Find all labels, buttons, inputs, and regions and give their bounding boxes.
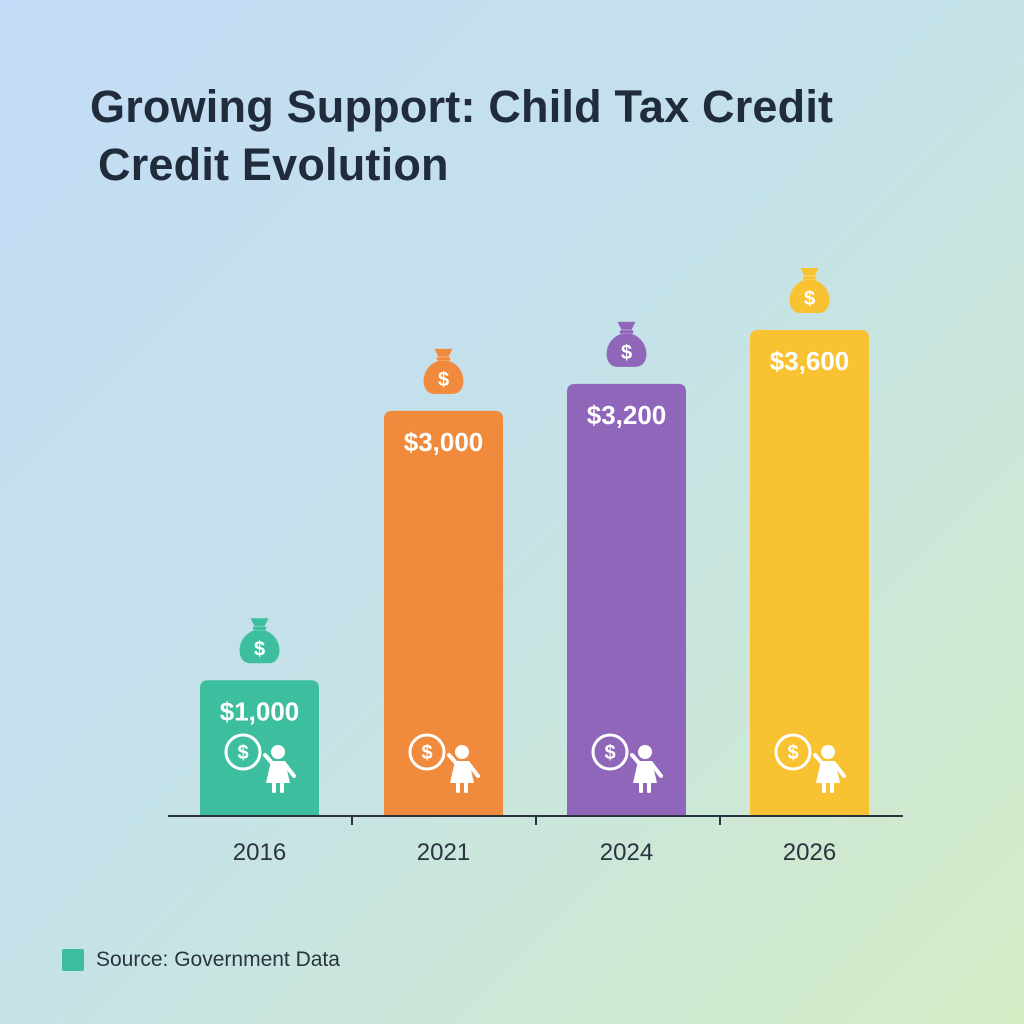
child-icon xyxy=(447,745,480,793)
x-tick-label: 2024 xyxy=(600,839,653,866)
chart-title: Growing Support: Child Tax Credit Credit… xyxy=(0,78,1024,194)
bar-group-2021: $3,000 $ $2021 xyxy=(384,348,503,866)
bar-2026 xyxy=(750,330,869,815)
chart-title-line-1: Growing Support: Child Tax Credit xyxy=(90,81,834,132)
bar-2021 xyxy=(384,410,503,815)
money-bag-icon: $ xyxy=(606,321,647,367)
svg-text:$: $ xyxy=(604,742,615,764)
legend-swatch xyxy=(62,949,84,971)
coin-icon: $ xyxy=(774,733,812,771)
svg-text:$: $ xyxy=(787,742,798,764)
svg-text:$: $ xyxy=(421,742,432,764)
legend-label: Source: Government Data xyxy=(96,948,340,971)
bar-group-2016: $1,000 $ $2016 xyxy=(200,618,319,866)
coin-icon: $ xyxy=(591,733,629,771)
child-icon xyxy=(630,745,663,793)
coin-icon: $ xyxy=(224,733,262,771)
svg-text:$: $ xyxy=(438,369,449,391)
bar-value-label: $3,000 xyxy=(404,427,484,457)
bar-group-2026: $3,600 $ $2026 xyxy=(750,268,869,866)
bar-group-2024: $3,200 $ $2024 xyxy=(567,321,686,866)
legend: Source: Government Data xyxy=(62,948,340,972)
svg-text:$: $ xyxy=(237,742,248,764)
child-icon xyxy=(813,745,846,793)
chart-title-line-2: Credit Evolution xyxy=(98,139,449,190)
bar-value-label: $3,200 xyxy=(587,400,667,430)
x-tick-label: 2021 xyxy=(417,839,470,866)
money-bag-icon: $ xyxy=(789,268,830,313)
x-tick-label: 2026 xyxy=(783,839,836,866)
bar-value-label: $3,600 xyxy=(770,346,850,376)
coin-icon: $ xyxy=(408,733,446,771)
money-bag-icon: $ xyxy=(239,618,280,664)
svg-text:$: $ xyxy=(804,288,815,310)
x-tick-label: 2016 xyxy=(233,839,286,866)
svg-text:$: $ xyxy=(254,638,265,660)
bar-2024 xyxy=(567,383,686,815)
bar-value-label: $1,000 xyxy=(220,696,300,726)
money-bag-icon: $ xyxy=(423,348,464,394)
svg-text:$: $ xyxy=(621,342,632,364)
child-icon xyxy=(263,745,296,793)
